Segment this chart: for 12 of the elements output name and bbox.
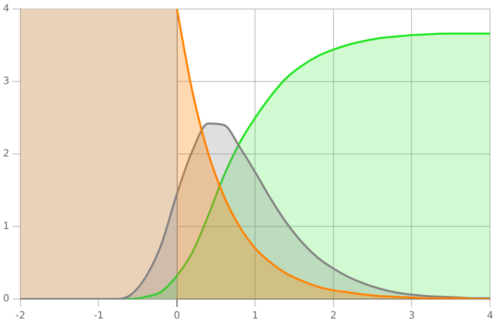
- x-tick-label: 0: [174, 310, 180, 322]
- y-tick-label: 0: [2, 294, 10, 305]
- y-tick-label: 4: [2, 4, 10, 15]
- x-tick-label: 2: [330, 310, 337, 322]
- y-tick-label: 3: [2, 76, 10, 88]
- x-tick-label: -2: [15, 310, 26, 322]
- x-tick-label: 4: [486, 310, 494, 322]
- x-tick-label: 1: [252, 310, 258, 322]
- y-tick-label: 1: [2, 221, 10, 232]
- x-tick-label: 3: [408, 310, 415, 322]
- y-tick-label: 2: [2, 148, 10, 160]
- x-tick-label: -1: [94, 310, 104, 322]
